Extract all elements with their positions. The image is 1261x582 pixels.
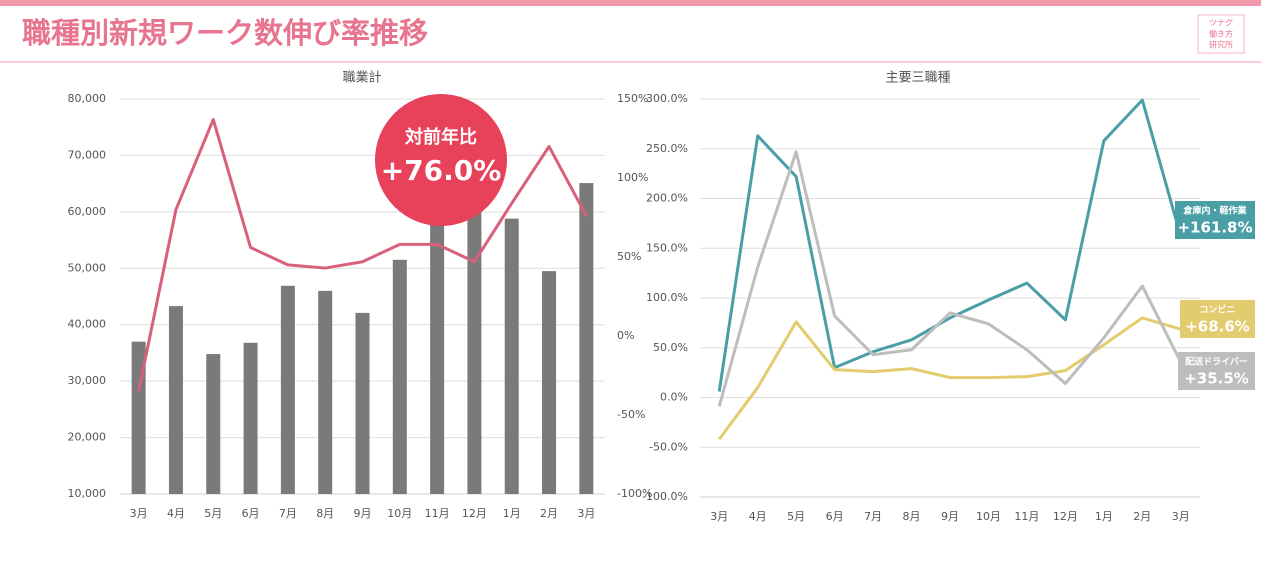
x-tick-label: 7月 (864, 510, 882, 523)
x-tick-label: 8月 (903, 510, 921, 523)
x-tick-label: 3月 (130, 507, 148, 520)
y2-tick-label: -50% (617, 408, 645, 421)
bar (243, 342, 258, 494)
bar (168, 306, 183, 494)
line-series (718, 316, 1182, 441)
x-tick-label: 1月 (503, 507, 521, 520)
annotation-bubble (375, 94, 507, 226)
bar (206, 354, 221, 494)
y-tick-label: 50,000 (68, 261, 107, 274)
bar (542, 271, 557, 494)
end-label: +35.5% (1184, 370, 1249, 388)
end-label-box (1180, 300, 1255, 338)
x-tick-label: 2月 (1133, 510, 1151, 523)
y-tick-label: 100.0% (646, 291, 688, 304)
x-tick-label: 5月 (204, 507, 222, 520)
y2-tick-label: -100% (617, 487, 652, 500)
x-tick-label: 3月 (577, 507, 595, 520)
x-tick-label: 4月 (749, 510, 767, 523)
x-tick-label: 6月 (242, 507, 260, 520)
header-rule (0, 61, 1261, 63)
top-bar (0, 0, 1261, 6)
logo-box (1197, 14, 1245, 54)
x-tick-label: 7月 (279, 507, 297, 520)
y-tick-label: -100.0% (642, 490, 688, 503)
bar (355, 312, 370, 494)
x-tick-label: 3月 (710, 510, 728, 523)
y-tick-label: 10,000 (68, 487, 107, 500)
x-tick-label: 6月 (826, 510, 844, 523)
y2-tick-label: 50% (617, 250, 641, 263)
x-tick-label: 10月 (976, 510, 1001, 523)
bar (392, 259, 407, 494)
y-tick-label: 30,000 (68, 374, 107, 387)
x-tick-label: 1月 (1095, 510, 1113, 523)
x-tick-label: 12月 (462, 507, 487, 520)
y2-tick-label: 150% (617, 92, 648, 105)
y-tick-label: 150.0% (646, 241, 688, 254)
x-tick-label: 5月 (787, 510, 805, 523)
chart-title: 職業計 (342, 70, 381, 86)
y-tick-label: 50.0% (653, 341, 688, 354)
annotation-text: +76.0% (381, 154, 502, 187)
bar (467, 206, 482, 494)
chart-title: 主要三職種 (885, 70, 950, 86)
y-tick-label: 40,000 (68, 318, 107, 331)
y-tick-label: 200.0% (646, 192, 688, 205)
legend-name: コンビニ (1199, 304, 1235, 316)
x-tick-label: 10月 (387, 507, 412, 520)
logo-text: ツナグ (1209, 18, 1233, 28)
end-label-box (1175, 201, 1255, 239)
logo-text: 研究所 (1209, 40, 1233, 50)
x-tick-label: 4月 (167, 507, 185, 520)
y-tick-label: 70,000 (68, 148, 107, 161)
bar (579, 183, 594, 495)
x-tick-label: 11月 (1014, 510, 1039, 523)
bar (504, 218, 519, 494)
y-tick-label: 0.0% (660, 391, 688, 404)
end-label-box (1178, 352, 1255, 390)
bar (318, 290, 333, 494)
annotation-label: 対前年比 (404, 126, 477, 148)
bar (280, 285, 295, 494)
y-tick-label: -50.0% (649, 440, 688, 453)
y-tick-label: 60,000 (68, 205, 107, 218)
end-label: +161.8% (1177, 219, 1252, 237)
logo-text: 働き方 (1209, 29, 1233, 39)
x-tick-label: 3月 (1172, 510, 1190, 523)
y-tick-label: 250.0% (646, 142, 688, 155)
y-tick-label: 20,000 (68, 431, 107, 444)
line-series (137, 118, 588, 392)
y2-tick-label: 100% (617, 171, 648, 184)
legend-name: 配送ドライバー (1185, 356, 1248, 368)
y-tick-label: 300.0% (646, 92, 688, 105)
x-tick-label: 9月 (354, 507, 372, 520)
x-tick-label: 12月 (1053, 510, 1078, 523)
x-tick-label: 11月 (425, 507, 450, 520)
x-tick-label: 9月 (941, 510, 959, 523)
x-tick-label: 8月 (316, 507, 334, 520)
y-tick-label: 80,000 (68, 92, 107, 105)
y2-tick-label: 0% (617, 329, 634, 342)
page-title: 職種別新規ワーク数伸び率推移 (22, 16, 428, 50)
bar (430, 217, 445, 494)
legend-name: 倉庫内・軽作業 (1182, 205, 1247, 217)
line-series (717, 150, 1183, 407)
end-label: +68.6% (1185, 318, 1250, 336)
line-series (717, 98, 1183, 392)
x-tick-label: 2月 (540, 507, 558, 520)
